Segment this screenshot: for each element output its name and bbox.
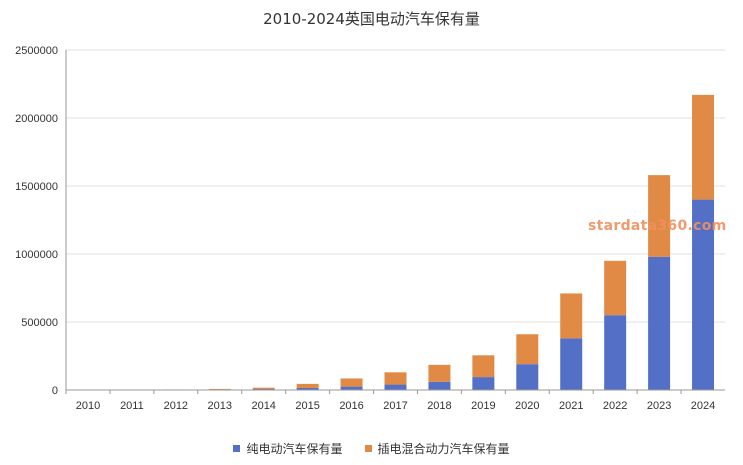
x-tick-label: 2022 xyxy=(603,400,627,412)
legend-swatch-phev xyxy=(364,445,372,452)
y-tick-label: 500000 xyxy=(21,317,58,329)
legend-item-phev[interactable]: 插电混合动力汽车保有量 xyxy=(364,440,510,457)
legend-swatch-bev xyxy=(233,445,241,452)
axes xyxy=(65,50,725,394)
x-tick-label: 2019 xyxy=(471,400,495,412)
bar-phev-2018[interactable] xyxy=(428,364,451,382)
x-tick-labels: 2010 2011 2012 2013 2014 2015 2016 2017 2018 2019… xyxy=(76,400,716,412)
y-tick-label: 2000000 xyxy=(15,113,58,125)
bar-phev-2017[interactable] xyxy=(384,372,407,385)
x-tick-label: 2011 xyxy=(120,400,144,412)
watermark: stardata360.com xyxy=(588,218,727,234)
bar-phev-2024[interactable] xyxy=(692,94,715,200)
legend-item-bev[interactable]: 纯电动汽车保有量 xyxy=(233,440,343,457)
legend-label-phev: 插电混合动力汽车保有量 xyxy=(377,442,510,456)
bar-phev-2014[interactable] xyxy=(252,387,275,390)
bar-phev-2020[interactable] xyxy=(516,334,539,365)
chart-title: 2010-2024英国电动汽车保有量 xyxy=(263,10,480,28)
x-tick-label: 2015 xyxy=(295,400,319,412)
x-tick-label: 2012 xyxy=(164,400,188,412)
bars xyxy=(76,94,715,390)
bar-bev-2022[interactable] xyxy=(604,315,627,390)
bar-bev-2015[interactable] xyxy=(296,387,319,390)
x-tick-label: 2016 xyxy=(339,400,363,412)
y-tick-label: 2500000 xyxy=(15,45,58,57)
bar-phev-2022[interactable] xyxy=(604,260,627,316)
y-tick-label: 1500000 xyxy=(15,181,58,193)
bar-phev-2023[interactable] xyxy=(648,175,671,257)
legend-label-bev: 纯电动汽车保有量 xyxy=(246,442,343,456)
bar-bev-2017[interactable] xyxy=(384,384,407,390)
x-tick-label: 2010 xyxy=(76,400,100,412)
bar-bev-2024[interactable] xyxy=(692,199,715,390)
bar-bev-2018[interactable] xyxy=(428,381,451,390)
x-tick-label: 2021 xyxy=(559,400,583,412)
bar-bev-2016[interactable] xyxy=(340,386,363,390)
legend: 纯电动汽车保有量 插电混合动力汽车保有量 xyxy=(0,440,743,457)
y-tick-label: 0 xyxy=(52,385,58,397)
x-tick-label: 2024 xyxy=(691,400,715,412)
bar-bev-2021[interactable] xyxy=(560,338,583,390)
bar-bev-2019[interactable] xyxy=(472,377,495,390)
y-tick-label: 1000000 xyxy=(15,249,58,261)
x-tick-label: 2023 xyxy=(647,400,671,412)
x-tick-label: 2017 xyxy=(383,400,407,412)
bar-phev-2019[interactable] xyxy=(472,355,495,378)
x-tick-label: 2013 xyxy=(208,400,232,412)
bar-phev-2015[interactable] xyxy=(296,383,319,388)
x-tick-label: 2014 xyxy=(251,400,275,412)
bar-bev-2020[interactable] xyxy=(516,364,539,390)
bar-phev-2013[interactable] xyxy=(208,388,231,390)
x-tick-label: 2018 xyxy=(427,400,451,412)
bar-phev-2016[interactable] xyxy=(340,378,363,387)
x-tick-label: 2020 xyxy=(515,400,539,412)
bar-bev-2023[interactable] xyxy=(648,256,671,390)
y-tick-labels: 0 500000 1000000 1500000 2000000 2500000 xyxy=(15,45,58,397)
bar-phev-2021[interactable] xyxy=(560,293,583,339)
